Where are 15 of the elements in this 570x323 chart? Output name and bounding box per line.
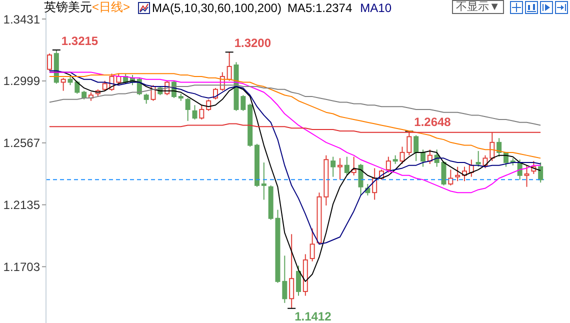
text: 1.1412 (294, 309, 332, 323)
y-tick-label: 1.2999 (3, 74, 40, 88)
text: MA10 (360, 0, 392, 14)
text: 1.3215 (61, 34, 98, 48)
chart-subtitle: <日线> (92, 0, 130, 16)
text: 1.3200 (234, 36, 272, 50)
y-tick-label: 1.2135 (3, 198, 40, 212)
y-tick-label: 1.3431 (3, 12, 40, 26)
y-tick-label: 1.2567 (3, 136, 40, 150)
text: 1.2648 (414, 115, 451, 130)
chart-title: 英镑美元 (44, 0, 92, 16)
text: MA5:1.2374 (287, 0, 352, 14)
annotation: MA(5,10,30,60,100,200) (152, 0, 282, 14)
annotation: 不显示▼ (452, 0, 504, 14)
y-tick-label: 1.1703 (3, 260, 40, 274)
